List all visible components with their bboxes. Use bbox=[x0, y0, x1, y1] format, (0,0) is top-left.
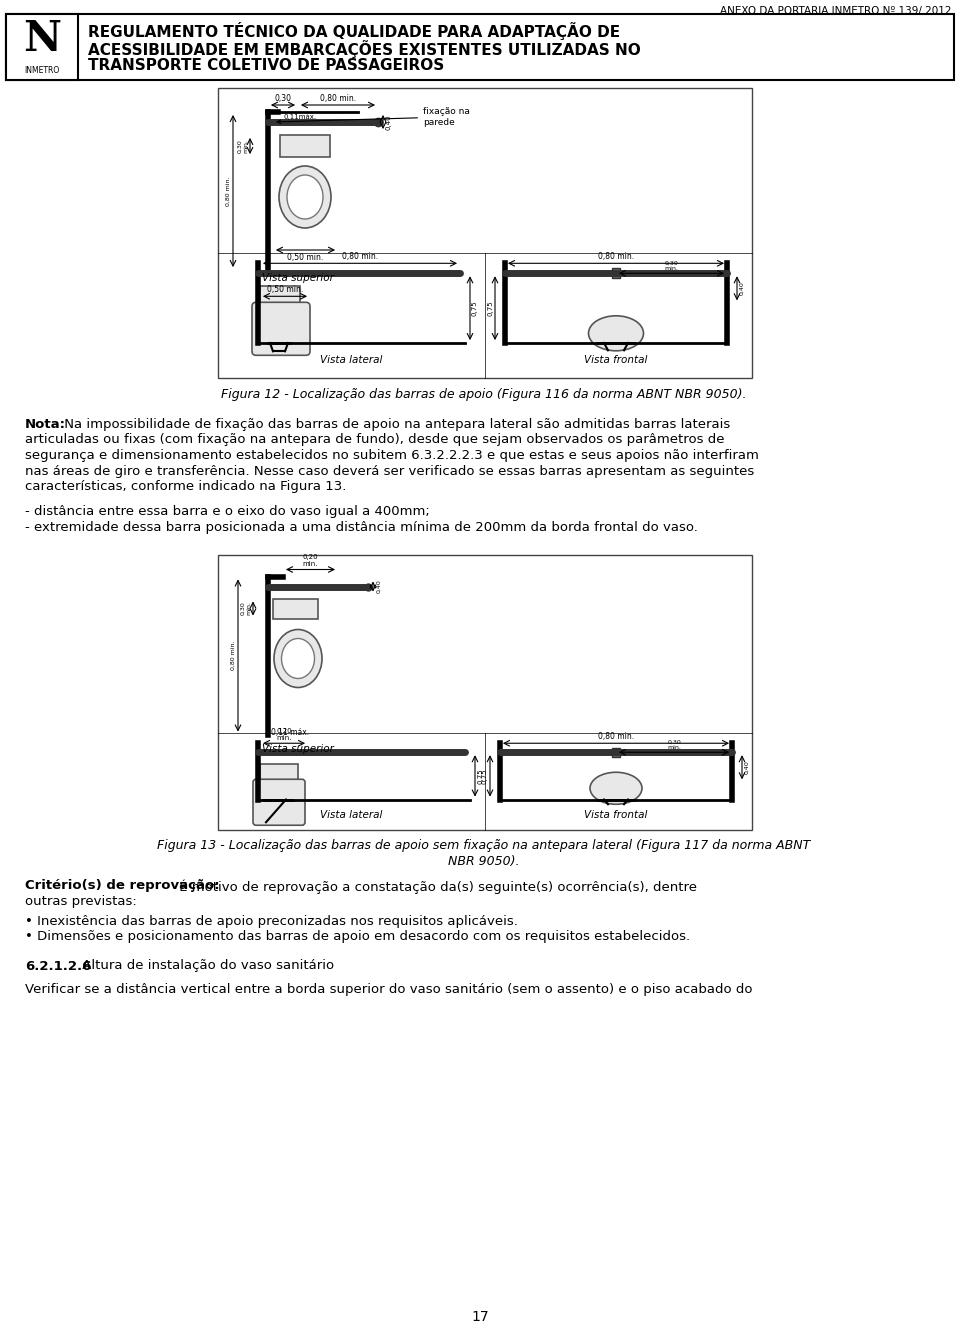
Text: Altura de instalação do vaso sanitário: Altura de instalação do vaso sanitário bbox=[78, 959, 334, 973]
Text: - extremidade dessa barra posicionada a uma distância mínima de 200mm da borda f: - extremidade dessa barra posicionada a … bbox=[25, 521, 698, 534]
Text: características, conforme indicado na Figura 13.: características, conforme indicado na Fi… bbox=[25, 480, 347, 493]
Text: 0,40: 0,40 bbox=[376, 579, 381, 594]
Ellipse shape bbox=[590, 772, 642, 804]
Bar bbox=[280, 135, 330, 156]
Ellipse shape bbox=[274, 629, 322, 688]
Text: Vista superior: Vista superior bbox=[262, 745, 334, 754]
Text: articuladas ou fixas (com fixação na antepara de fundo), desde que sejam observa: articuladas ou fixas (com fixação na ant… bbox=[25, 433, 725, 447]
Text: Vista frontal: Vista frontal bbox=[585, 810, 648, 819]
Bar bbox=[273, 599, 318, 619]
Text: NBR 9050).: NBR 9050). bbox=[448, 855, 519, 868]
Ellipse shape bbox=[279, 166, 331, 228]
Ellipse shape bbox=[287, 175, 323, 219]
Text: N: N bbox=[23, 19, 61, 60]
Text: segurança e dimensionamento estabelecidos no subitem 6.3.2.2.2.3 e que estas e s: segurança e dimensionamento estabelecido… bbox=[25, 449, 758, 462]
Text: - distância entre essa barra e o eixo do vaso igual a 400mm;: - distância entre essa barra e o eixo do… bbox=[25, 506, 430, 518]
Text: ACESSIBILIDADE EM EMBARCAÇÕES EXISTENTES UTILIZADAS NO: ACESSIBILIDADE EM EMBARCAÇÕES EXISTENTES… bbox=[88, 40, 640, 58]
Bar bbox=[260, 286, 300, 305]
Text: INMETRO: INMETRO bbox=[24, 66, 60, 76]
Text: 0,75: 0,75 bbox=[472, 301, 478, 315]
Text: nas áreas de giro e transferência. Nesse caso deverá ser verificado se essas bar: nas áreas de giro e transferência. Nesse… bbox=[25, 465, 755, 477]
Text: 17: 17 bbox=[471, 1310, 489, 1324]
Text: 0,11 máx.: 0,11 máx. bbox=[271, 727, 309, 737]
Text: TRANSPORTE COLETIVO DE PASSAGEIROS: TRANSPORTE COLETIVO DE PASSAGEIROS bbox=[88, 58, 444, 73]
Text: É motivo de reprovação a constatação da(s) seguinte(s) ocorrência(s), dentre: É motivo de reprovação a constatação da(… bbox=[175, 880, 697, 894]
Text: fixação na
parede: fixação na parede bbox=[277, 107, 469, 127]
Text: 0,75: 0,75 bbox=[477, 768, 483, 783]
Text: 6.2.1.2.6: 6.2.1.2.6 bbox=[25, 959, 91, 973]
FancyBboxPatch shape bbox=[253, 779, 305, 825]
Text: 0,30
min.: 0,30 min. bbox=[240, 602, 251, 615]
Text: 0,20
min.: 0,20 min. bbox=[276, 729, 292, 741]
Text: Vista superior: Vista superior bbox=[262, 273, 334, 284]
Text: • Dimensões e posicionamento das barras de apoio em desacordo com os requisitos : • Dimensões e posicionamento das barras … bbox=[25, 930, 690, 943]
Bar bbox=[218, 87, 752, 378]
Text: • Inexistência das barras de apoio preconizadas nos requisitos aplicáveis.: • Inexistência das barras de apoio preco… bbox=[25, 914, 517, 927]
Text: 0,30
min.: 0,30 min. bbox=[664, 261, 679, 272]
Text: 0,40: 0,40 bbox=[739, 281, 744, 295]
Text: outras previstas:: outras previstas: bbox=[25, 894, 136, 908]
Text: 0,75: 0,75 bbox=[482, 768, 488, 783]
Text: 0,40: 0,40 bbox=[744, 761, 749, 774]
Bar bbox=[612, 268, 620, 278]
Text: 0,40: 0,40 bbox=[386, 114, 392, 130]
Text: Critério(s) de reprovação:: Critério(s) de reprovação: bbox=[25, 880, 220, 893]
Bar bbox=[612, 749, 620, 758]
Text: Vista lateral: Vista lateral bbox=[321, 810, 383, 819]
Text: ANEXO DA PORTARIA INMETRO Nº 139/ 2012: ANEXO DA PORTARIA INMETRO Nº 139/ 2012 bbox=[721, 7, 952, 16]
Bar bbox=[218, 554, 752, 829]
Bar bbox=[6, 15, 78, 80]
Text: 0,20
min.: 0,20 min. bbox=[302, 554, 319, 567]
Bar bbox=[260, 765, 298, 780]
Text: REGULAMENTO TÉCNICO DA QUALIDADE PARA ADAPTAÇÃO DE: REGULAMENTO TÉCNICO DA QUALIDADE PARA AD… bbox=[88, 23, 620, 40]
Text: 0,50 min.: 0,50 min. bbox=[267, 285, 303, 294]
Text: 0,75: 0,75 bbox=[487, 301, 493, 315]
Text: Na impossibilidade de fixação das barras de apoio na antepara lateral são admiti: Na impossibilidade de fixação das barras… bbox=[60, 417, 731, 431]
Ellipse shape bbox=[281, 639, 315, 678]
Text: Vista frontal: Vista frontal bbox=[585, 355, 648, 364]
Text: 0,30
min.: 0,30 min. bbox=[667, 739, 681, 750]
FancyBboxPatch shape bbox=[252, 302, 310, 355]
Text: Figura 12 - Localização das barras de apoio (Figura 116 da norma ABNT NBR 9050).: Figura 12 - Localização das barras de ap… bbox=[221, 388, 747, 401]
Text: Nota:: Nota: bbox=[25, 417, 66, 431]
Text: 0,80 min.: 0,80 min. bbox=[598, 252, 634, 261]
Text: 0,11máx.: 0,11máx. bbox=[283, 113, 316, 119]
Text: 0,50 min.: 0,50 min. bbox=[287, 253, 324, 262]
Text: 0,30
min.: 0,30 min. bbox=[237, 139, 248, 152]
Bar bbox=[6, 15, 954, 80]
Ellipse shape bbox=[588, 315, 643, 351]
Text: 0,80 min.: 0,80 min. bbox=[320, 94, 356, 103]
Text: 0,80 min.: 0,80 min. bbox=[231, 641, 236, 670]
Text: 0,80 min.: 0,80 min. bbox=[342, 252, 378, 261]
Text: 0,80 min.: 0,80 min. bbox=[226, 176, 231, 205]
Text: Verificar se a distância vertical entre a borda superior do vaso sanitário (sem : Verificar se a distância vertical entre … bbox=[25, 983, 753, 996]
Text: 0,30: 0,30 bbox=[275, 94, 292, 103]
Text: Vista lateral: Vista lateral bbox=[321, 355, 383, 364]
Text: Figura 13 - Localização das barras de apoio sem fixação na antepara lateral (Fig: Figura 13 - Localização das barras de ap… bbox=[157, 840, 810, 852]
Text: 0,80 min.: 0,80 min. bbox=[598, 733, 634, 741]
